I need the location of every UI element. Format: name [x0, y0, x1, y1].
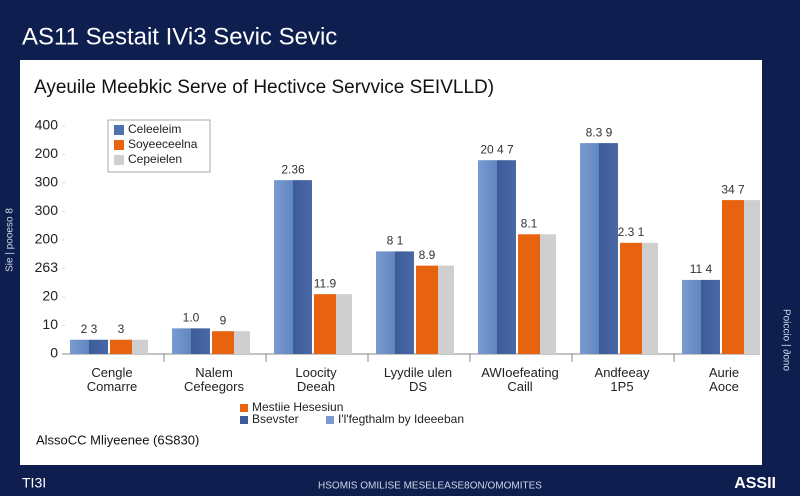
bar: [274, 180, 312, 354]
legend-label: Bsevster: [252, 412, 299, 426]
data-label: 8.3 9: [586, 125, 613, 139]
bar: [376, 251, 414, 354]
x-tick-label: Aurie Aoce: [709, 365, 739, 394]
x-tick-label: Cengle Comarre: [87, 365, 138, 394]
x-tick-label: Nalem Cefeegors: [184, 365, 244, 394]
data-label: 11.9: [314, 276, 337, 290]
chart-title: Ayeuile Meebkic Serve of Hectivce Servvi…: [34, 77, 494, 98]
data-label: 20 4 7: [480, 142, 514, 156]
y-tick-label: 200: [35, 145, 59, 161]
footer-center: HSOMIS OMILISE MESELEASE8ON/OMOMITES: [318, 481, 542, 492]
legend-swatch: [240, 404, 248, 412]
legend-label: Mestiie Hesesiun: [252, 400, 343, 414]
data-label: 34 7: [721, 182, 745, 196]
x-tick-label: Andfeeay 1P5: [595, 365, 650, 394]
legend-label: Cepeielen: [128, 152, 182, 166]
bar: [740, 200, 760, 354]
bar: [638, 242, 658, 354]
footer-right: ASSII: [734, 475, 776, 492]
data-label: 3: [118, 322, 125, 336]
data-label: 11 4: [690, 262, 713, 276]
bar: [128, 339, 148, 354]
bar: [620, 242, 642, 354]
data-label: 2.36: [281, 162, 305, 176]
bar: [332, 294, 352, 354]
bar: [536, 234, 556, 354]
legend-swatch: [114, 125, 124, 135]
legend-label: Celeeleim: [128, 122, 181, 136]
legend-swatch: [240, 416, 248, 424]
bar: [478, 160, 516, 354]
x-tick-label: Loocity Deeah: [295, 365, 337, 394]
bar: [416, 265, 438, 354]
x-tick-label: AWIoefeating Caill: [481, 365, 559, 394]
data-label: 8.9: [419, 248, 436, 262]
data-label: 1.0: [183, 311, 200, 325]
y-tick-label: 0: [50, 345, 58, 361]
bar: [70, 339, 108, 354]
y-tick-label: 10: [42, 316, 58, 332]
legend-box: [107, 119, 211, 173]
y-tick-label: 300: [35, 174, 59, 190]
y-tick-label: 400: [35, 117, 59, 133]
footer-left: TI3I: [22, 475, 46, 491]
legend-swatch: [114, 155, 124, 165]
page-title: AS11 Sestait IVi3 Sevic Sevic: [22, 23, 337, 50]
bar: [580, 143, 618, 354]
data-label: 2.3 1: [618, 225, 645, 239]
legend-swatch: [326, 416, 334, 424]
bar: [518, 234, 540, 354]
data-label: 8 1: [387, 234, 404, 248]
y-tick-label: 300: [35, 202, 59, 218]
side-text: Sie | pooeso 8: [5, 208, 16, 272]
bar: [172, 328, 210, 354]
y-tick-label: 20: [42, 288, 58, 304]
y-tick-label: 200: [35, 231, 59, 247]
bar: [110, 339, 132, 354]
legend-label: Soyeeceelna: [128, 137, 198, 151]
bar: [682, 279, 720, 354]
y-tick-label: 263: [35, 259, 59, 275]
side-text: Poiccio | ∂ono: [780, 309, 791, 371]
bar: [314, 294, 336, 354]
legend-label: I'l'fegthalm by Ideeeban: [338, 412, 464, 426]
data-label: 8.1: [521, 216, 538, 230]
data-label: 9: [220, 313, 227, 327]
bar: [722, 200, 744, 354]
data-label: 2 3: [81, 322, 98, 336]
bar: [230, 331, 250, 354]
bar: [434, 265, 454, 354]
bar: [212, 331, 234, 354]
note: AlssoCC Mliyeenee (6S830): [36, 432, 199, 447]
legend-swatch: [114, 140, 124, 150]
x-tick-label: Lyydile ulen DS: [384, 365, 452, 394]
